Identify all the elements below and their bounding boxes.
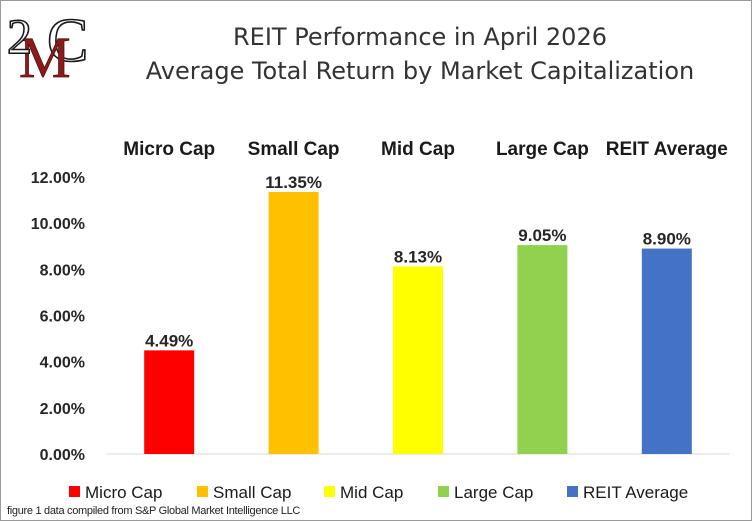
data-labels: 4.49% 11.35% 8.13% 9.05% 8.90% [145, 173, 691, 350]
data-label: 4.49% [145, 331, 193, 350]
bar-reit-average [641, 248, 692, 454]
y-tick-label: 0.00% [40, 447, 85, 464]
bar-micro-cap [144, 350, 195, 454]
legend: Micro Cap Small Cap Mid Cap Large Cap REIT A… [69, 483, 688, 502]
logo-digit-2: 2 [7, 8, 32, 64]
category-label: REIT Average [606, 139, 728, 160]
legend-label: Small Cap [213, 483, 291, 502]
category-label: Large Cap [496, 139, 589, 160]
legend-swatch [324, 486, 335, 497]
legend-swatch [567, 486, 578, 497]
logo-letter-m: M [19, 25, 71, 79]
chart-title-line-1: REIT Performance in April 2026 [233, 23, 607, 51]
2mc-logo: C M 2 [6, 6, 89, 79]
legend-label: Micro Cap [85, 483, 162, 502]
data-label: 8.13% [394, 247, 442, 266]
y-tick-label: 10.00% [31, 216, 85, 233]
y-tick-label: 12.00% [31, 170, 85, 187]
bars [144, 192, 692, 455]
bar-small-cap [268, 192, 319, 455]
bar-mid-cap [393, 266, 443, 454]
legend-swatch [197, 486, 208, 497]
legend-label: REIT Average [583, 483, 688, 502]
category-label: Mid Cap [381, 139, 455, 160]
bar-large-cap [517, 245, 568, 454]
legend-label: Mid Cap [340, 483, 403, 502]
y-axis: 0.00% 2.00% 4.00% 6.00% 8.00% 10.00% 12.00% [31, 170, 729, 464]
category-labels: Micro Cap Small Cap Mid Cap Large Cap REIT A… [123, 139, 728, 160]
data-label: 11.35% [265, 173, 322, 192]
data-label: 8.90% [643, 230, 691, 249]
data-label: 9.05% [518, 226, 566, 245]
category-label: Small Cap [248, 139, 340, 160]
y-tick-label: 8.00% [40, 262, 85, 279]
y-tick-label: 4.00% [40, 355, 85, 372]
chart-title: REIT Performance in April 2026 Average To… [146, 23, 694, 85]
legend-swatch [69, 486, 80, 497]
legend-label: Large Cap [454, 483, 533, 502]
logo-letter-c: C [47, 7, 88, 75]
chart-title-line-2: Average Total Return by Market Capitaliz… [146, 57, 694, 85]
y-tick-label: 2.00% [40, 401, 85, 418]
category-label: Micro Cap [123, 139, 215, 160]
y-tick-label: 6.00% [40, 309, 85, 326]
legend-swatch [438, 486, 449, 497]
source-footnote: figure 1 data compiled from S&P Global M… [7, 505, 301, 517]
